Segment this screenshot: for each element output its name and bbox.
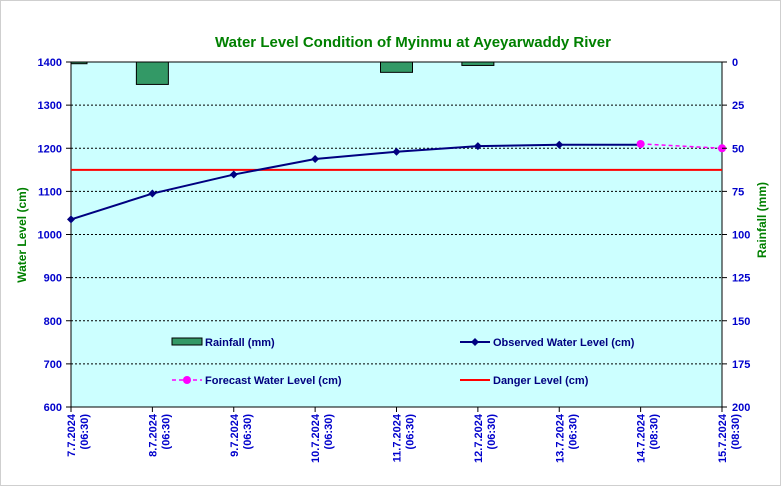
observed-point	[148, 189, 157, 198]
y-tick-label: 1200	[38, 143, 62, 155]
x-tick-label: 14.7.2024(08:30)	[636, 413, 661, 463]
legend-observed-marker	[471, 338, 479, 346]
observed-point	[473, 142, 482, 151]
x-tick-label: 12.7.2024(06:30)	[473, 413, 498, 463]
observed-point	[229, 170, 238, 179]
observed-point	[67, 215, 75, 224]
x-tick-label: 10.7.2024(06:30)	[310, 413, 335, 463]
y-tick-label: 1400	[38, 57, 62, 69]
y-axis-title: Water Level (cm)	[15, 187, 29, 283]
observed-water-level-line	[70, 143, 641, 221]
y-tick-label: 1000	[38, 230, 62, 242]
rainfall-bars	[70, 61, 495, 85]
y-tick-label: 900	[44, 273, 62, 285]
y2-tick-label: 100	[732, 230, 750, 242]
rainfall-bar	[380, 61, 413, 73]
x-tick-label: 11.7.2024(06:30)	[392, 413, 417, 462]
y-tick-label: 1300	[38, 100, 62, 112]
legend-forecast-label: Forecast Water Level (cm)	[205, 375, 342, 387]
x-tick-label: 15.7.2024(08:30)	[717, 413, 742, 463]
forecast-point	[636, 139, 645, 148]
observed-point	[311, 155, 320, 164]
y-tick-label: 600	[44, 402, 62, 414]
y2-tick-label: 25	[732, 100, 744, 112]
observed-point	[555, 140, 564, 149]
x-tick-label: 9.7.2024(06:30)	[229, 413, 254, 457]
y2-tick-label: 75	[732, 186, 744, 198]
legend-observed-label: Observed Water Level (cm)	[493, 337, 635, 349]
y-tick-label: 800	[44, 316, 62, 328]
y2-tick-label: 0	[732, 57, 738, 69]
rainfall-bar	[70, 61, 88, 65]
rainfall-bar	[461, 61, 495, 66]
chart-title: Water Level Condition of Myinmu at Ayeya…	[215, 34, 611, 51]
x-tick-label: 8.7.2024(06:30)	[147, 413, 172, 457]
y2-axis-title: Rainfall (mm)	[755, 182, 769, 258]
observed-point	[392, 147, 401, 156]
legend-danger-label: Danger Level (cm)	[493, 375, 589, 387]
legend-rainfall-label: Rainfall (mm)	[205, 337, 275, 349]
legend-rainfall-swatch	[171, 337, 203, 346]
legend-forecast-marker	[183, 376, 191, 384]
x-tick-label: 13.7.2024(06:30)	[554, 413, 579, 463]
y2-tick-label: 150	[732, 316, 750, 328]
y2-tick-label: 175	[732, 359, 750, 371]
y2-tick-label: 50	[732, 143, 744, 155]
y2-tick-label: 125	[732, 273, 750, 285]
y-tick-label: 1100	[38, 186, 62, 198]
y-tick-label: 700	[44, 359, 62, 371]
axes: 600 700 800 900 1000 1100 1200 1300 1400 0 25 50 75 1…	[38, 57, 751, 463]
x-tick-label: 7.7.2024(06:30)	[66, 413, 91, 457]
rainfall-bar	[135, 61, 169, 85]
y2-tick-label: 200	[732, 402, 750, 414]
legend: Rainfall (mm) Observed Water Level (cm) Fo…	[171, 337, 635, 387]
series-lines	[67, 139, 726, 224]
